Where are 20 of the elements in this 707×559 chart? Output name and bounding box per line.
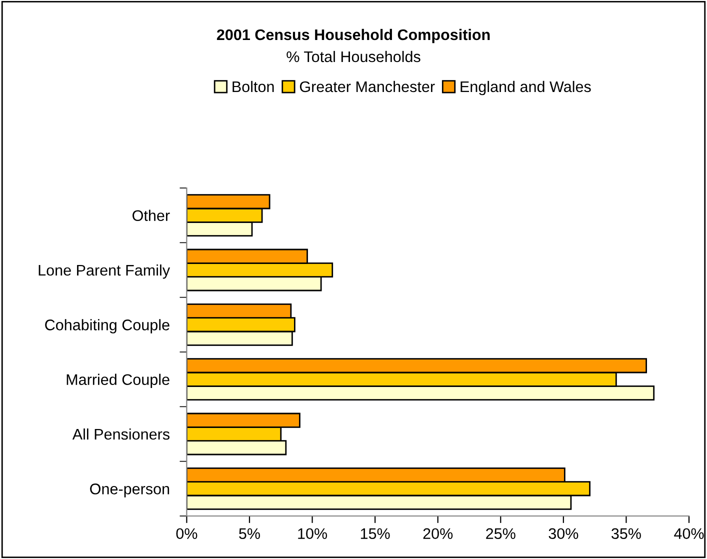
x-tick-label: 0% [176,528,198,540]
legend-label: Greater Manchester [300,80,435,92]
x-tick-label: 25% [486,528,516,540]
x-tick-label: 20% [423,528,453,540]
y-tick-label: Other [132,210,170,222]
y-tick-label: Married Couple [66,374,170,388]
y-tick-label: Lone Parent Family [38,264,170,279]
x-tick-label: 10% [298,528,328,540]
x-tick-label: 15% [360,528,390,540]
y-tick-label: Cohabiting Couple [45,319,170,334]
chart-title: 2001 Census Household Composition [216,28,490,44]
y-tick-label: One-person [90,484,170,498]
x-tick-label: 5% [239,528,260,540]
legend-label: Bolton [232,80,274,92]
chart-subtitle: % Total Households [286,50,420,62]
x-tick-label: 40% [674,528,704,540]
legend-label: England and Wales [460,80,591,96]
x-tick-label: 35% [612,528,641,540]
x-tick-label: 30% [548,528,578,540]
y-tick-label: All Pensioners [72,428,170,440]
